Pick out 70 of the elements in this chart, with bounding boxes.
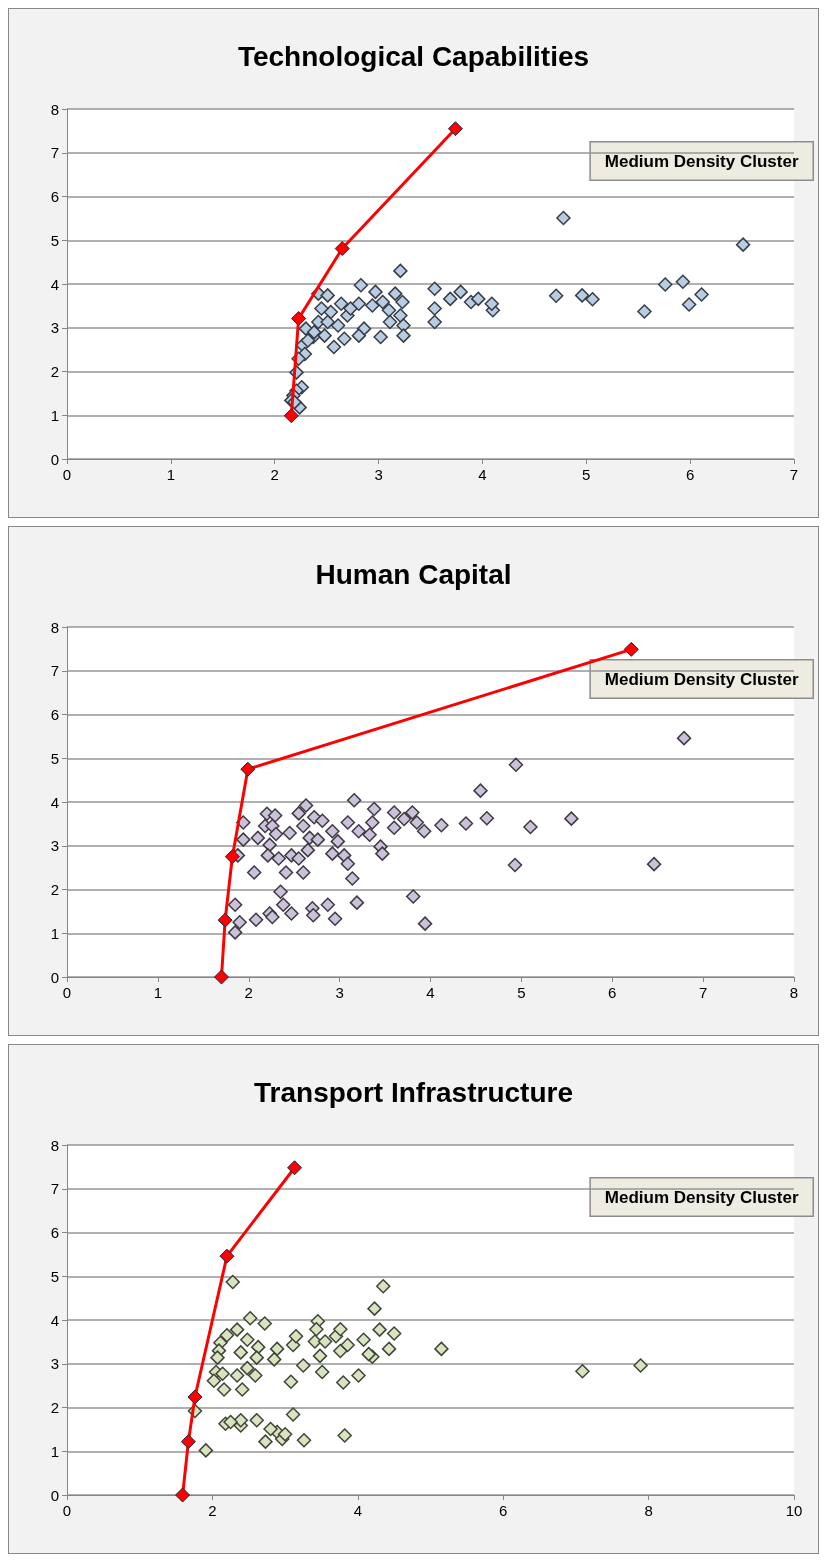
point — [187, 1389, 203, 1405]
chart-title: Technological Capabilities — [237, 40, 590, 72]
point — [180, 1434, 196, 1450]
point — [217, 912, 233, 928]
x-tick-label: 3 — [335, 984, 344, 1001]
y-tick-label: 4 — [50, 1311, 59, 1329]
y-tick-label: 7 — [50, 144, 59, 162]
y-tick-label: 1 — [50, 924, 59, 942]
x-tick-label: 3 — [374, 466, 383, 483]
point — [291, 311, 307, 327]
x-tick-label: 10 — [785, 1502, 803, 1519]
y-tick-label: 3 — [50, 837, 59, 855]
x-tick-label: 1 — [166, 466, 176, 483]
y-tick-label: 0 — [50, 968, 59, 986]
y-tick-label: 2 — [50, 1399, 59, 1416]
point — [213, 969, 229, 985]
x-tick-label: 2 — [244, 984, 253, 1001]
point — [175, 1487, 191, 1503]
x-tick-label: 6 — [499, 1502, 508, 1519]
y-tick-label: 2 — [50, 363, 59, 380]
y-tick-label: 4 — [50, 793, 59, 811]
point — [334, 241, 350, 257]
point — [287, 1160, 303, 1176]
y-tick-label: 0 — [50, 1486, 59, 1504]
y-tick-label: 7 — [50, 1180, 59, 1198]
x-tick-label: 2 — [270, 466, 279, 483]
x-tick-label: 4 — [478, 466, 487, 483]
y-tick-label: 8 — [50, 1136, 59, 1154]
x-tick-label: 5 — [582, 466, 591, 483]
x-tick-label: 0 — [62, 984, 72, 1001]
y-tick-label: 5 — [50, 1267, 59, 1285]
y-tick-label: 1 — [50, 1442, 59, 1460]
point — [283, 408, 299, 424]
y-tick-label: 6 — [50, 706, 59, 723]
y-tick-label: 3 — [50, 1355, 59, 1373]
x-tick-label: 0 — [62, 466, 72, 483]
x-tick-label: 4 — [353, 1502, 362, 1519]
y-tick-label: 3 — [50, 319, 59, 337]
y-tick-label: 8 — [50, 618, 59, 636]
y-tick-label: 4 — [50, 275, 59, 293]
x-tick-label: 8 — [644, 1502, 653, 1519]
x-tick-label: 6 — [608, 984, 617, 1001]
chart-title: Transport Infrastructure — [254, 1076, 573, 1108]
x-tick-label: 7 — [789, 466, 799, 483]
y-tick-label: 0 — [50, 450, 59, 468]
point — [219, 1248, 235, 1264]
y-tick-label: 6 — [50, 1224, 59, 1241]
annotation: Medium Density Cluster — [604, 151, 799, 171]
y-tick-label: 5 — [50, 749, 59, 767]
y-tick-label: 6 — [50, 188, 59, 205]
y-tick-label: 2 — [50, 881, 59, 898]
y-tick-label: 7 — [50, 662, 59, 680]
chart-title: Human Capital — [315, 558, 512, 590]
x-tick-label: 6 — [685, 466, 695, 483]
x-tick-label: 7 — [698, 984, 708, 1001]
x-tick-label: 0 — [62, 1502, 72, 1519]
point — [447, 121, 463, 137]
x-tick-label: 2 — [208, 1502, 217, 1519]
y-tick-label: 5 — [50, 231, 59, 249]
x-tick-label: 4 — [426, 984, 435, 1001]
y-tick-label: 8 — [50, 100, 59, 118]
x-tick-label: 8 — [789, 984, 799, 1001]
point — [224, 849, 240, 865]
x-tick-label: 5 — [517, 984, 526, 1001]
y-tick-label: 1 — [50, 406, 59, 424]
point — [240, 761, 256, 777]
annotation: Medium Density Cluster — [604, 1187, 799, 1207]
annotation: Medium Density Cluster — [604, 669, 799, 689]
point — [623, 641, 639, 657]
x-tick-label: 1 — [153, 984, 163, 1001]
